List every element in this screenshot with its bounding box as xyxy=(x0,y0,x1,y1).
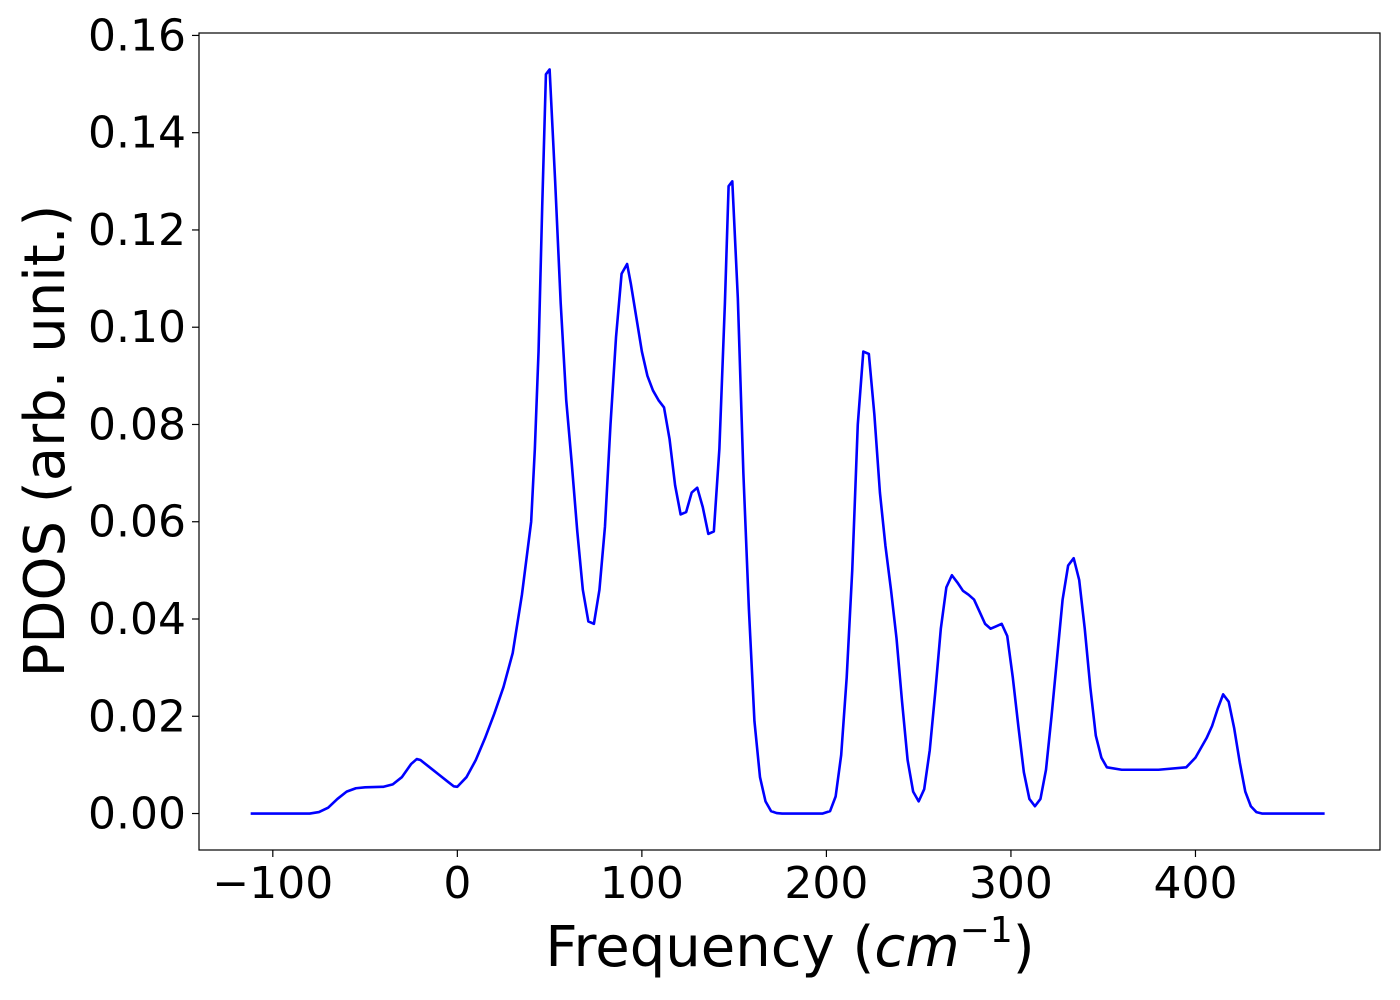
y-tick-label: 0.10 xyxy=(88,302,186,353)
y-axis-label: PDOS (arb. unit.) xyxy=(13,205,78,678)
x-axis-label-exp: −1 xyxy=(960,910,1013,951)
x-axis-label-prefix: Frequency ( xyxy=(545,915,874,980)
x-tick-label: 400 xyxy=(1153,858,1237,909)
x-tick-label: 200 xyxy=(784,858,868,909)
x-tick-label: 0 xyxy=(443,858,471,909)
x-axis-label-suffix: ) xyxy=(1013,915,1035,980)
x-axis-label: Frequency (cm−1) xyxy=(545,910,1034,980)
plot-layer xyxy=(250,68,1325,815)
y-tick-label: 0.04 xyxy=(88,594,186,645)
y-tick-label: 0.06 xyxy=(88,497,186,548)
y-tick-label: 0.12 xyxy=(88,205,186,256)
y-axis: 0.00 0.02 0.04 0.06 0.08 0.10 0.12 0.14 0.16 xyxy=(88,10,199,840)
x-axis-label-var: cm xyxy=(874,915,959,980)
x-axis: −100 0 100 200 300 400 xyxy=(212,850,1237,909)
y-tick-label: 0.16 xyxy=(88,10,186,61)
y-tick-label: 0.00 xyxy=(88,789,186,840)
x-tick-label: 300 xyxy=(969,858,1053,909)
x-tick-label: −100 xyxy=(212,858,333,909)
series-line-0 xyxy=(250,68,1325,815)
plot-frame xyxy=(198,32,1381,851)
y-tick-label: 0.08 xyxy=(88,399,186,450)
y-tick-label: 0.02 xyxy=(88,691,186,742)
x-tick-label: 100 xyxy=(600,858,684,909)
y-tick-label: 0.14 xyxy=(88,108,186,159)
